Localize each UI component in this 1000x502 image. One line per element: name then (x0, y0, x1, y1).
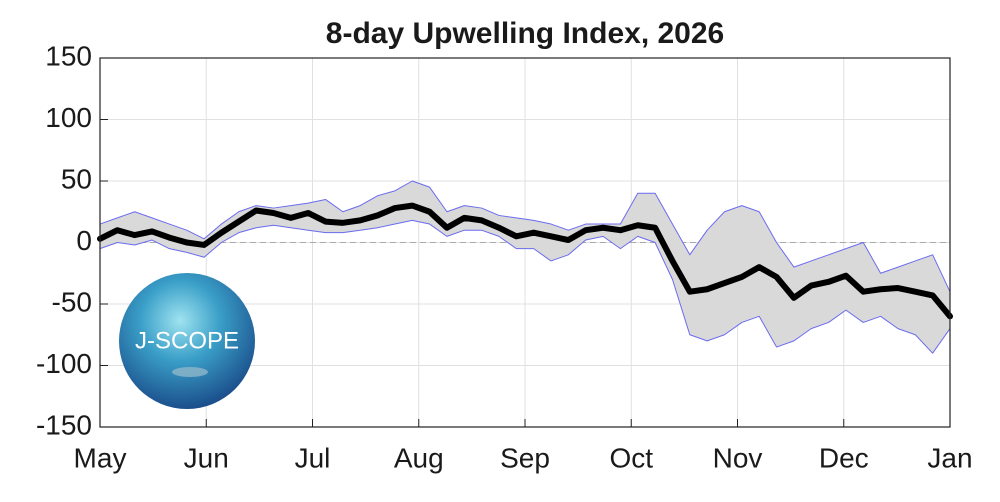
band-area (100, 181, 950, 354)
band-edge (99, 180, 951, 293)
x-tick-label: Jun (184, 442, 229, 473)
y-tick-label: -50 (52, 286, 92, 317)
y-tick-label: -150 (36, 409, 92, 440)
x-tick-label: Sep (500, 442, 550, 473)
plot-frame (99, 57, 951, 428)
y-tick-label: 50 (61, 163, 92, 194)
y-tick-label: 150 (45, 40, 92, 71)
band-edge (99, 219, 951, 354)
mean-line (97, 202, 953, 320)
logo-circle (119, 273, 255, 409)
logo-text: J-SCOPE (135, 327, 239, 354)
x-tick-label: Jan (927, 442, 972, 473)
y-tick-label: 0 (76, 225, 92, 256)
y-tick-label: -100 (36, 348, 92, 379)
x-tick-label: Oct (609, 442, 653, 473)
y-tick-label: 100 (45, 102, 92, 133)
x-tick-label: Jul (295, 442, 331, 473)
logo-fish (172, 367, 208, 377)
logo: J-SCOPE (119, 273, 255, 409)
x-tick-label: Aug (394, 442, 444, 473)
chart-title: 8-day Upwelling Index, 2026 (326, 17, 724, 50)
x-tick-label: Nov (713, 442, 763, 473)
x-tick-label: May (74, 442, 127, 473)
x-tick-label: Dec (819, 442, 869, 473)
